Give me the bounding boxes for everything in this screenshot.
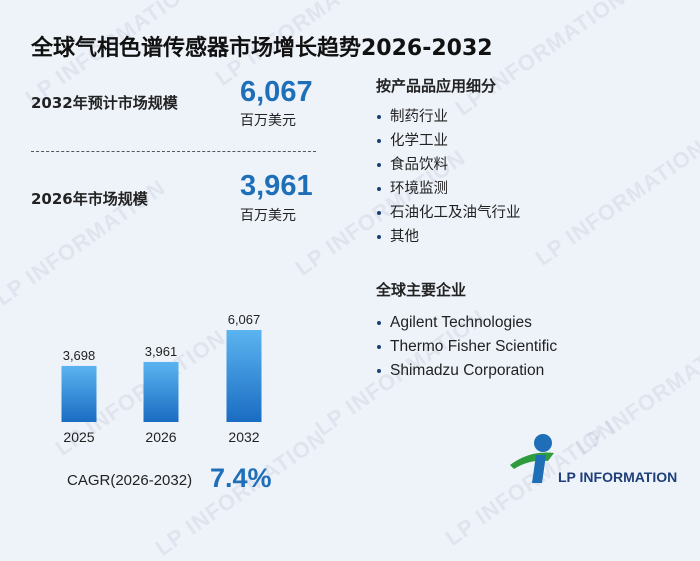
logo-figure-head-icon bbox=[534, 434, 552, 452]
base-size-label: 2026年市场规模 bbox=[31, 190, 148, 208]
companies-list: Agilent Technologies Thermo Fisher Scien… bbox=[376, 311, 557, 383]
segments-list: 制药行业 化学工业 食品饮料 环境监测 石油化工及油气行业 其他 bbox=[376, 105, 521, 249]
list-item: Shimadzu Corporation bbox=[376, 359, 557, 383]
list-item: Agilent Technologies bbox=[376, 311, 557, 335]
logo-figure-body-icon bbox=[532, 455, 546, 483]
bar-2025 bbox=[61, 365, 97, 422]
page-title: 全球气相色谱传感器市场增长趋势2026-2032 bbox=[31, 36, 493, 61]
market-size-bar-chart: 3,698 2025 3,961 2026 6,067 2032 bbox=[61, 312, 262, 445]
x-tick-label: 2025 bbox=[63, 429, 94, 445]
cagr-value: 7.4% bbox=[210, 463, 272, 493]
x-tick-label: 2032 bbox=[228, 429, 259, 445]
bar-value-label: 3,698 bbox=[63, 348, 96, 363]
forecast-size-unit: 百万美元 bbox=[240, 113, 296, 129]
bar-2032 bbox=[226, 330, 262, 422]
segments-title: 按产品品应用细分 bbox=[376, 77, 497, 95]
watermark-text: LP INFORMATION bbox=[530, 134, 700, 271]
forecast-size-value: 6,067 bbox=[240, 76, 313, 108]
bar-value-label: 3,961 bbox=[145, 344, 178, 359]
list-item: 化学工业 bbox=[376, 129, 521, 153]
forecast-size-label: 2032年预计市场规模 bbox=[31, 94, 178, 112]
list-item: 石油化工及油气行业 bbox=[376, 201, 521, 225]
bar-value-label: 6,067 bbox=[228, 312, 261, 327]
x-tick-label: 2026 bbox=[145, 429, 176, 445]
companies-title: 全球主要企业 bbox=[376, 281, 467, 299]
logo-swoosh-icon bbox=[510, 452, 554, 469]
stats-divider bbox=[31, 151, 316, 152]
base-size-unit: 百万美元 bbox=[240, 208, 296, 224]
lp-information-logo: LP INFORMATION bbox=[510, 434, 677, 485]
base-size-value: 3,961 bbox=[240, 170, 313, 202]
bar-2026 bbox=[143, 361, 179, 422]
list-item: 制药行业 bbox=[376, 105, 521, 129]
list-item: 食品饮料 bbox=[376, 153, 521, 177]
list-item: Thermo Fisher Scientific bbox=[376, 335, 557, 359]
logo-text: LP INFORMATION bbox=[558, 469, 677, 485]
list-item: 环境监测 bbox=[376, 177, 521, 201]
cagr-label: CAGR(2026-2032) bbox=[67, 472, 193, 489]
list-item: 其他 bbox=[376, 225, 521, 249]
